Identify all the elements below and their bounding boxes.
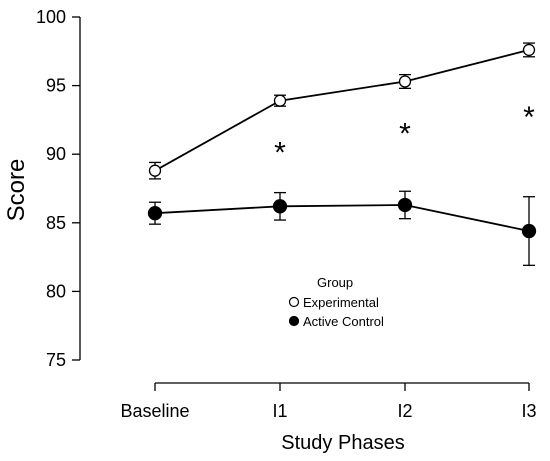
legend-title: Group xyxy=(317,275,353,290)
legend-marker-0 xyxy=(288,296,300,308)
legend: Group Experimental Active Control xyxy=(288,275,384,329)
point-1-3 xyxy=(521,223,537,239)
point-0-3 xyxy=(522,43,536,57)
x-tick-label-0: Baseline xyxy=(120,401,189,421)
point-1-1 xyxy=(272,199,288,214)
point-0-0 xyxy=(148,164,162,177)
y-tick-label-2: 85 xyxy=(46,213,66,233)
point-1-0 xyxy=(147,206,163,221)
y-axis-title: Score xyxy=(3,159,30,222)
x-axis-title: Study Phases xyxy=(281,432,404,454)
y-tick-label-1: 80 xyxy=(46,281,66,301)
point-0-1 xyxy=(273,94,287,107)
x-tick-label-3: I3 xyxy=(521,401,536,421)
legend-marker-1 xyxy=(288,315,300,327)
y-tick-label-0: 75 xyxy=(46,350,66,370)
significance-marker-0: * xyxy=(274,137,286,170)
point-0-2 xyxy=(398,75,412,88)
y-tick-label-5: 100 xyxy=(36,7,66,27)
y-tick-label-3: 90 xyxy=(46,144,66,164)
significance-marker-2: * xyxy=(523,101,535,134)
series-line-0 xyxy=(154,49,530,172)
legend-label-1: Active Control xyxy=(303,314,384,329)
x-tick-label-2: I2 xyxy=(397,401,412,421)
series-line-1 xyxy=(154,204,530,232)
legend-label-0: Experimental xyxy=(303,295,379,310)
x-tick-label-1: I1 xyxy=(272,401,287,421)
y-tick-label-4: 95 xyxy=(46,76,66,96)
point-1-2 xyxy=(397,197,413,213)
significance-marker-1: * xyxy=(399,118,411,151)
